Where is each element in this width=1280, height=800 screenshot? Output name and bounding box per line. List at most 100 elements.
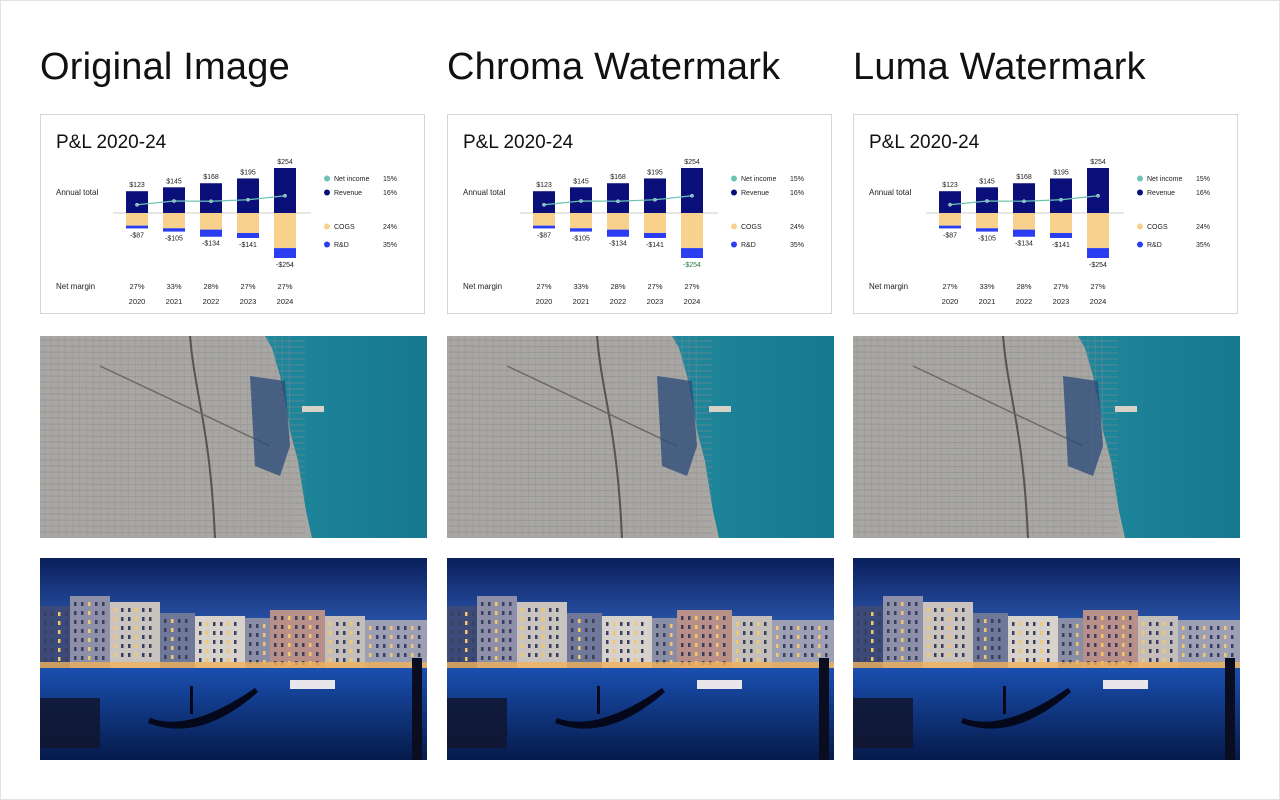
revenue-bar-2023 <box>1050 178 1072 213</box>
legend-net-income-value: 15% <box>1196 176 1210 183</box>
revenue-bar-2022 <box>607 183 629 213</box>
pl-chart: P&L 2020-24 Annual total Net margin $123 -$8… <box>869 132 1210 306</box>
net-income-point-2020 <box>135 202 139 207</box>
legend-r-d-label: R&D <box>741 242 756 249</box>
motorboat <box>1103 680 1148 689</box>
rnd-bar-2023 <box>237 232 259 238</box>
legend-cogs-value: 24% <box>383 224 397 231</box>
legend-revenue-value: 16% <box>383 190 397 197</box>
cost-label-2023: -$141 <box>239 242 257 249</box>
year-label-2022: 2022 <box>1016 297 1033 306</box>
revenue-label-2020: $123 <box>129 182 145 189</box>
mooring-pole <box>412 658 422 760</box>
legend-net-income-marker <box>731 175 737 182</box>
chart-title: P&L 2020-24 <box>56 132 167 153</box>
chart-card-luma: P&L 2020-24 Annual total Net margin $123 -$8… <box>853 114 1238 314</box>
year-label-2023: 2023 <box>240 297 257 306</box>
revenue-bar-2023 <box>644 178 666 213</box>
rnd-bar-2024 <box>274 248 296 258</box>
revenue-label-2021: $145 <box>573 178 589 185</box>
revenue-bar-2020 <box>533 191 555 213</box>
chart-card-original: P&L 2020-24 Annual total Net margin $123 -$8… <box>40 114 425 314</box>
revenue-label-2021: $145 <box>979 178 995 185</box>
legend-r-d-value: 35% <box>1196 242 1210 249</box>
year-label-2021: 2021 <box>166 297 183 306</box>
venice-night-photo-chroma <box>447 558 834 760</box>
net-income-point-2022 <box>1022 199 1026 204</box>
pier <box>1115 406 1137 412</box>
gondola <box>555 688 665 729</box>
legend-cogs-marker <box>731 223 737 230</box>
year-label-2020: 2020 <box>129 297 146 306</box>
venice-night-image <box>447 558 834 760</box>
column-title-luma: Luma Watermark <box>853 46 1146 88</box>
cogs-bar-2024 <box>681 213 703 249</box>
year-label-2023: 2023 <box>647 297 664 306</box>
legend-net-income-label: Net income <box>741 176 777 183</box>
legend-cogs-label: COGS <box>741 224 762 231</box>
revenue-bar-2020 <box>939 191 961 213</box>
legend-r-d-marker <box>1137 241 1143 248</box>
cogs-bar-2023 <box>237 213 259 233</box>
revenue-label-2020: $123 <box>536 182 552 189</box>
legend-r-d-value: 35% <box>790 242 804 249</box>
legend-r-d-marker <box>324 241 330 248</box>
net-income-point-2020 <box>542 202 546 207</box>
aerial-city-photo-original <box>40 336 427 538</box>
revenue-label-2024: $254 <box>1090 159 1106 166</box>
legend-net-income-label: Net income <box>334 176 370 183</box>
canal <box>40 668 427 760</box>
net-income-point-2020 <box>948 202 952 207</box>
rnd-bar-2020 <box>939 225 961 229</box>
legend-revenue-label: Revenue <box>1147 190 1175 197</box>
rnd-bar-2020 <box>126 225 148 229</box>
revenue-bar-2022 <box>1013 183 1035 213</box>
net-income-point-2024 <box>690 193 694 198</box>
gondolier <box>190 686 193 714</box>
chart-title: P&L 2020-24 <box>869 132 980 153</box>
gondola <box>961 688 1071 729</box>
year-label-2021: 2021 <box>573 297 590 306</box>
year-label-2020: 2020 <box>942 297 959 306</box>
legend-revenue-value: 16% <box>1196 190 1210 197</box>
legend-cogs-label: COGS <box>334 224 355 231</box>
net-margin-2024: 27% <box>277 282 292 291</box>
chart-title: P&L 2020-24 <box>463 132 574 153</box>
gondolier <box>597 686 600 714</box>
legend-revenue-marker <box>1137 189 1143 196</box>
net-margin-label: Net margin <box>869 282 908 291</box>
cost-label-2021: -$105 <box>978 236 996 243</box>
year-label-2024: 2024 <box>1090 297 1107 306</box>
rnd-bar-2022 <box>607 229 629 237</box>
revenue-label-2023: $195 <box>1053 169 1069 176</box>
net-margin-2022: 28% <box>610 282 625 291</box>
revenue-label-2023: $195 <box>647 169 663 176</box>
cost-label-2020: -$87 <box>537 232 551 239</box>
legend-cogs-value: 24% <box>790 224 804 231</box>
cost-label-2021: -$105 <box>572 236 590 243</box>
cogs-bar-2022 <box>607 213 629 230</box>
net-income-point-2021 <box>579 199 583 203</box>
rnd-bar-2023 <box>1050 232 1072 238</box>
legend-net-income-value: 15% <box>790 176 804 183</box>
annual-total-label: Annual total <box>56 188 98 197</box>
cogs-bar-2022 <box>200 213 222 230</box>
net-income-point-2022 <box>616 199 620 204</box>
rnd-bar-2023 <box>644 232 666 238</box>
net-income-point-2022 <box>209 199 213 204</box>
legend-cogs-label: COGS <box>1147 224 1168 231</box>
net-income-point-2023 <box>246 197 250 202</box>
legend-revenue-label: Revenue <box>334 190 362 197</box>
legend-cogs-marker <box>1137 223 1143 230</box>
cogs-bar-2021 <box>570 213 592 229</box>
net-margin-2021: 33% <box>166 282 181 291</box>
gondola <box>148 688 258 729</box>
cost-label-2024: -$254 <box>683 262 701 269</box>
legend-r-d-marker <box>731 241 737 248</box>
net-margin-2023: 27% <box>240 282 255 291</box>
legend-r-d-label: R&D <box>334 242 349 249</box>
venice-night-image <box>853 558 1240 760</box>
net-income-point-2021 <box>172 199 176 203</box>
rnd-bar-2021 <box>163 228 185 232</box>
net-margin-2023: 27% <box>647 282 662 291</box>
